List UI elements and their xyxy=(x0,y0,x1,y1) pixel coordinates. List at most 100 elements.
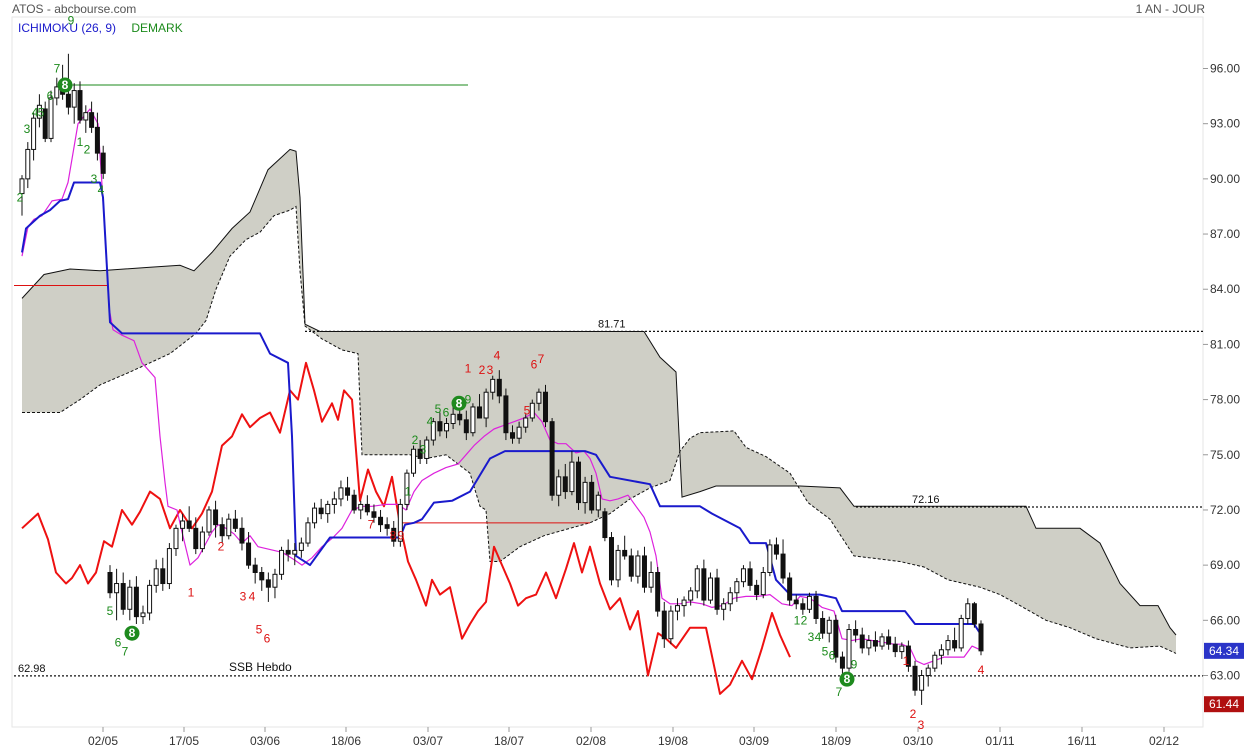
candle-body xyxy=(358,503,364,511)
candle-body xyxy=(820,617,826,634)
candle-body xyxy=(417,448,423,459)
demark-count-label: 7 xyxy=(836,685,843,699)
candle-body xyxy=(668,610,674,640)
chart-source: ATOS - abcbourse.com xyxy=(12,2,137,16)
demark-count-label: 2 xyxy=(218,540,225,554)
demark-count-label: 5 xyxy=(524,404,531,418)
demark-count-label: 3 xyxy=(918,718,925,732)
y-tick-label: 84.00 xyxy=(1210,282,1240,296)
y-tick-label: 93.00 xyxy=(1210,117,1240,131)
demark-count-label: 8 xyxy=(390,529,397,543)
candle-body xyxy=(378,516,384,526)
indicator-legend: ICHIMOKU (26, 9) DEMARK xyxy=(18,21,195,35)
demark-count-label: 6 xyxy=(443,405,450,419)
candle-body xyxy=(153,568,159,586)
x-tick-label: 03/10 xyxy=(903,734,933,748)
demark-count-label: 6 xyxy=(829,648,836,662)
low-price-badge: 61.44 xyxy=(1204,696,1244,713)
candle-body xyxy=(279,549,285,575)
demark-nine-badge: 8 xyxy=(451,395,467,411)
demark-count-label: 2 xyxy=(801,613,808,627)
demark-badge-label: 8 xyxy=(129,626,136,640)
candle-body xyxy=(846,629,852,669)
candle-body xyxy=(879,636,885,647)
demark-count-label: 2 xyxy=(84,142,91,156)
level-label: 72.16 xyxy=(912,494,940,506)
demark-count-label: 3 xyxy=(420,442,427,456)
x-tick-label: 02/12 xyxy=(1149,734,1179,748)
candle-body xyxy=(562,476,568,493)
y-tick-label: 63.00 xyxy=(1210,668,1240,682)
last-price-bg xyxy=(1204,642,1244,659)
candle-body xyxy=(219,524,225,537)
candle-body xyxy=(503,395,509,434)
demark-count-label: 1 xyxy=(794,613,801,627)
candle-body xyxy=(978,623,984,652)
candles xyxy=(19,53,984,705)
candle-body xyxy=(477,406,483,419)
legend-ichimoku[interactable]: ICHIMOKU (26, 9) xyxy=(18,21,117,35)
header-bar: ATOS - abcbourse.com 1 AN - JOUR xyxy=(0,0,1253,18)
candle-body xyxy=(721,603,727,610)
candle-body xyxy=(94,126,100,154)
x-tick-label: 16/11 xyxy=(1067,734,1096,748)
candle-body xyxy=(213,509,219,526)
candle-body xyxy=(780,553,786,579)
candle-body xyxy=(595,494,601,511)
candle-body xyxy=(193,527,199,550)
demark-badge-label: 8 xyxy=(456,396,463,410)
demark-count-label: 3 xyxy=(91,172,98,186)
x-tick-label: 03/09 xyxy=(739,734,769,748)
x-tick-label: 18/07 xyxy=(494,734,524,748)
demark-count-label: 7 xyxy=(538,352,545,366)
demark-nine-badge: 8 xyxy=(57,77,73,93)
candle-body xyxy=(582,481,588,504)
y-tick-label: 78.00 xyxy=(1210,393,1240,407)
candle-body xyxy=(411,448,417,474)
candle-body xyxy=(971,603,977,625)
legend-demark[interactable]: DEMARK xyxy=(131,21,183,35)
demark-count-label: 1 xyxy=(188,586,195,600)
candle-body xyxy=(813,595,819,619)
demark-count-label: 7 xyxy=(368,518,375,532)
low-price-label: 61.44 xyxy=(1209,697,1239,711)
demark-count-label: 9 xyxy=(465,393,472,407)
candle-body xyxy=(246,542,252,566)
candle-body xyxy=(938,649,944,656)
demark-count-label: 6 xyxy=(531,358,538,372)
candle-body xyxy=(54,86,60,99)
candle-body xyxy=(391,527,397,542)
candle-body xyxy=(140,612,146,618)
candle-body xyxy=(173,527,179,550)
demark-count-label: 3 xyxy=(808,630,815,644)
candle-body xyxy=(77,90,83,121)
candle-body xyxy=(872,640,878,647)
kijun-sen xyxy=(21,181,981,634)
candle-body xyxy=(556,476,562,496)
chikou-span xyxy=(21,361,791,695)
candle-body xyxy=(681,599,687,607)
candle-body xyxy=(397,503,403,542)
y-tick-label: 90.00 xyxy=(1210,172,1240,186)
demark-count-label: 1 xyxy=(465,361,472,375)
candle-body xyxy=(65,93,71,108)
candle-body xyxy=(965,603,971,619)
demark-count-label: 9 xyxy=(68,14,75,28)
demark-count-label: 3 xyxy=(240,589,247,603)
candle-body xyxy=(925,667,931,676)
last-price-badge: 64.34 xyxy=(1204,642,1244,659)
demark-count-label: 1 xyxy=(77,135,84,149)
period-selector[interactable]: 1 AN - JOUR xyxy=(1135,2,1205,16)
candle-body xyxy=(740,568,746,583)
candle-body xyxy=(787,577,793,601)
candle-body xyxy=(239,527,245,544)
candle-body xyxy=(510,432,516,439)
candle-body xyxy=(272,573,278,588)
candle-body xyxy=(641,555,647,588)
candle-body xyxy=(265,579,271,588)
demark-count-label: 4 xyxy=(494,348,501,362)
candle-body xyxy=(100,152,106,174)
candle-body xyxy=(635,555,641,577)
candle-body xyxy=(688,590,694,601)
